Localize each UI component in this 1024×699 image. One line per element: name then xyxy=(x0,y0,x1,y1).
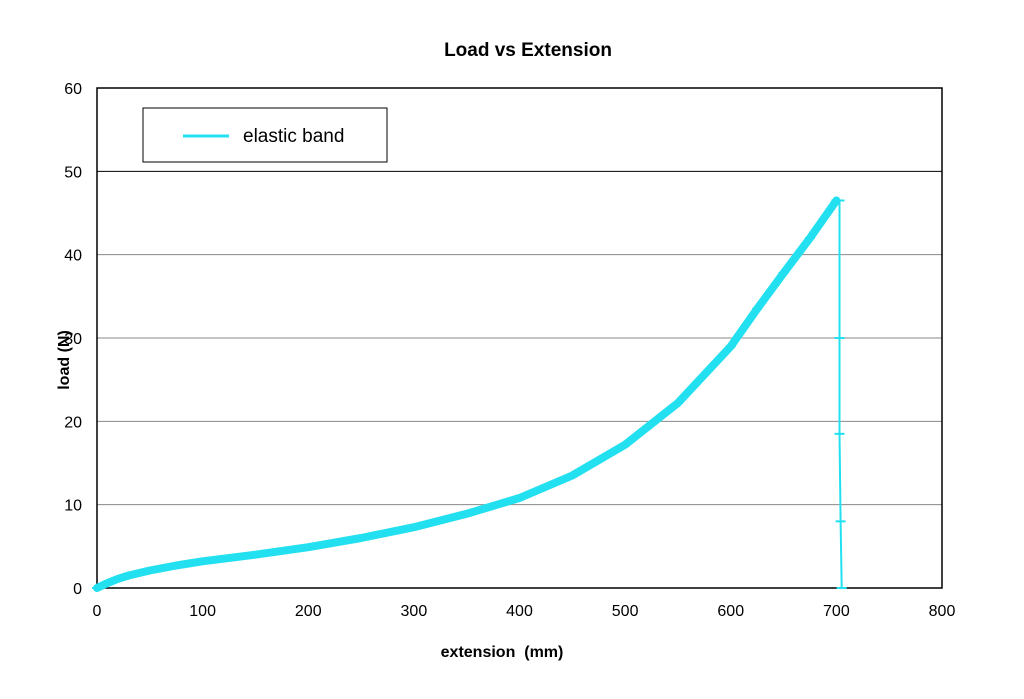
y-tick-label: 40 xyxy=(64,248,82,265)
series-line-0 xyxy=(96,199,843,589)
x-axis-label: extension (mm) xyxy=(441,644,564,661)
plot-frame xyxy=(96,87,943,589)
x-tick-label: 300 xyxy=(401,603,428,620)
y-tick-label: 10 xyxy=(64,498,82,515)
series-band-0 xyxy=(93,196,841,592)
x-tick-label: 400 xyxy=(506,603,533,620)
series-layer xyxy=(92,196,847,592)
y-tick-label: 20 xyxy=(64,414,82,431)
y-tick-label: 0 xyxy=(73,581,82,598)
x-tick-label: 600 xyxy=(717,603,744,620)
x-tick-label: 0 xyxy=(93,603,102,620)
y-tick-label: 30 xyxy=(64,331,82,348)
x-tick-label: 200 xyxy=(295,603,322,620)
y-tick-labels: 0 10 20 30 40 50 60 xyxy=(64,81,82,598)
x-tick-label: 700 xyxy=(823,603,850,620)
y-tick-label: 50 xyxy=(64,164,82,181)
grid-lines xyxy=(97,170,942,506)
x-tick-label: 800 xyxy=(929,603,956,620)
y-axis-label: load (N) xyxy=(56,330,73,390)
legend-label-elastic-band: elastic band xyxy=(243,126,344,147)
x-tick-label: 500 xyxy=(612,603,639,620)
x-tick-labels: 0 100 200 300 400 500 600 700 800 xyxy=(93,603,956,620)
y-tick-label: 60 xyxy=(64,81,82,98)
legend: elastic band xyxy=(142,107,388,163)
x-tick-label: 100 xyxy=(189,603,216,620)
chart-title: Load vs Extension xyxy=(444,40,612,61)
